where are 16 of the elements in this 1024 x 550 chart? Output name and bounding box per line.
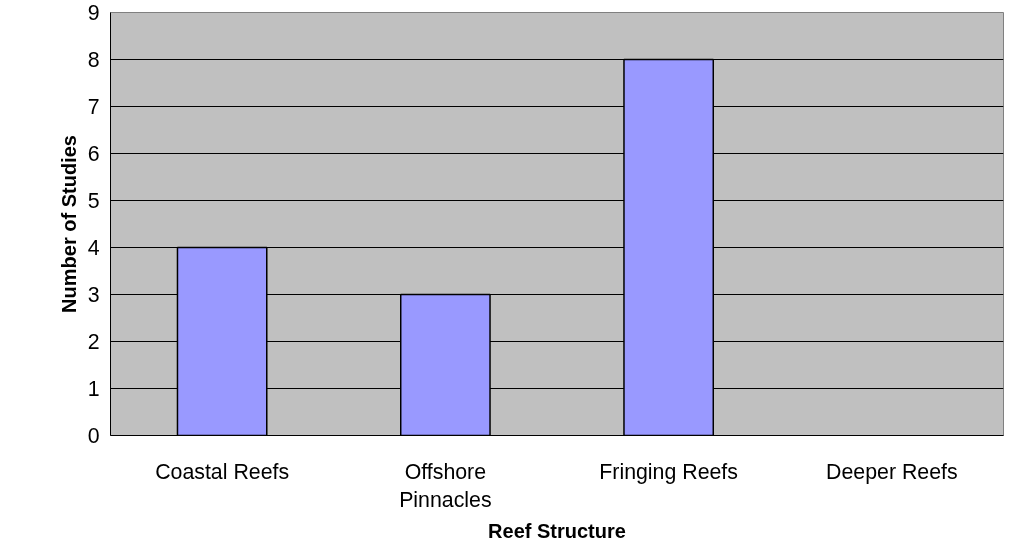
y-tick-label: 6 [87,142,100,166]
x-tick-label: Deeper Reefs [826,459,958,484]
y-tick-label: 5 [87,189,100,213]
y-axis-title: Number of Studies [57,135,80,313]
x-axis-title: Reef Structure [488,520,626,543]
y-tick-label: 3 [87,283,100,307]
y-tick-label: 7 [87,95,100,119]
y-tick-label: 9 [87,1,100,25]
x-tick-label: Coastal Reefs [155,459,290,484]
y-tick-label: 0 [87,424,100,448]
y-tick-label: 4 [87,236,100,260]
y-tick-label: 2 [87,330,100,354]
y-tick-label: 8 [87,48,100,72]
x-tick-label: Offshore Pinnacles [399,459,492,513]
y-tick-label: 1 [87,377,100,401]
x-tick-label: Fringing Reefs [599,459,738,484]
